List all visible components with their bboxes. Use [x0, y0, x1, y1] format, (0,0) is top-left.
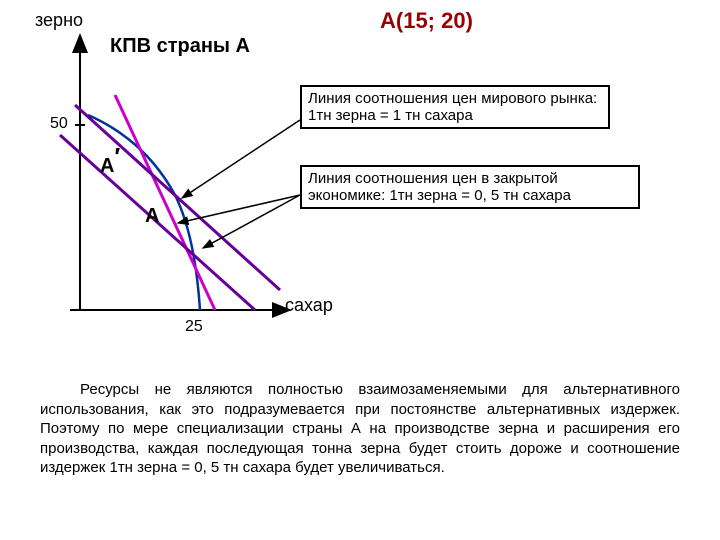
- annotation-box-2: Линия соотношения цен в закрытой экономи…: [300, 165, 640, 209]
- arrow-box1: [182, 120, 300, 198]
- arrow-box2b: [203, 195, 300, 248]
- a-prime-marker: А′: [100, 155, 120, 178]
- magenta-line: [115, 95, 215, 310]
- y-tick-label: 50: [50, 115, 68, 133]
- point-a-label: А(15; 20): [380, 8, 473, 34]
- body-paragraph: Ресурсы не являются полностью взаимозаме…: [40, 380, 680, 478]
- a-marker: А: [145, 205, 159, 228]
- x-axis-label: сахар: [285, 295, 333, 316]
- arrow-box2a: [178, 195, 300, 223]
- purple-line-2: [75, 105, 280, 290]
- x-tick-label: 25: [185, 318, 203, 336]
- y-axis-label: зерно: [35, 10, 83, 31]
- ppf-curve: [88, 115, 200, 310]
- chart-title: КПВ страны А: [110, 35, 250, 58]
- annotation-box-1: Линия соотношения цен мирового рынка: 1т…: [300, 85, 610, 129]
